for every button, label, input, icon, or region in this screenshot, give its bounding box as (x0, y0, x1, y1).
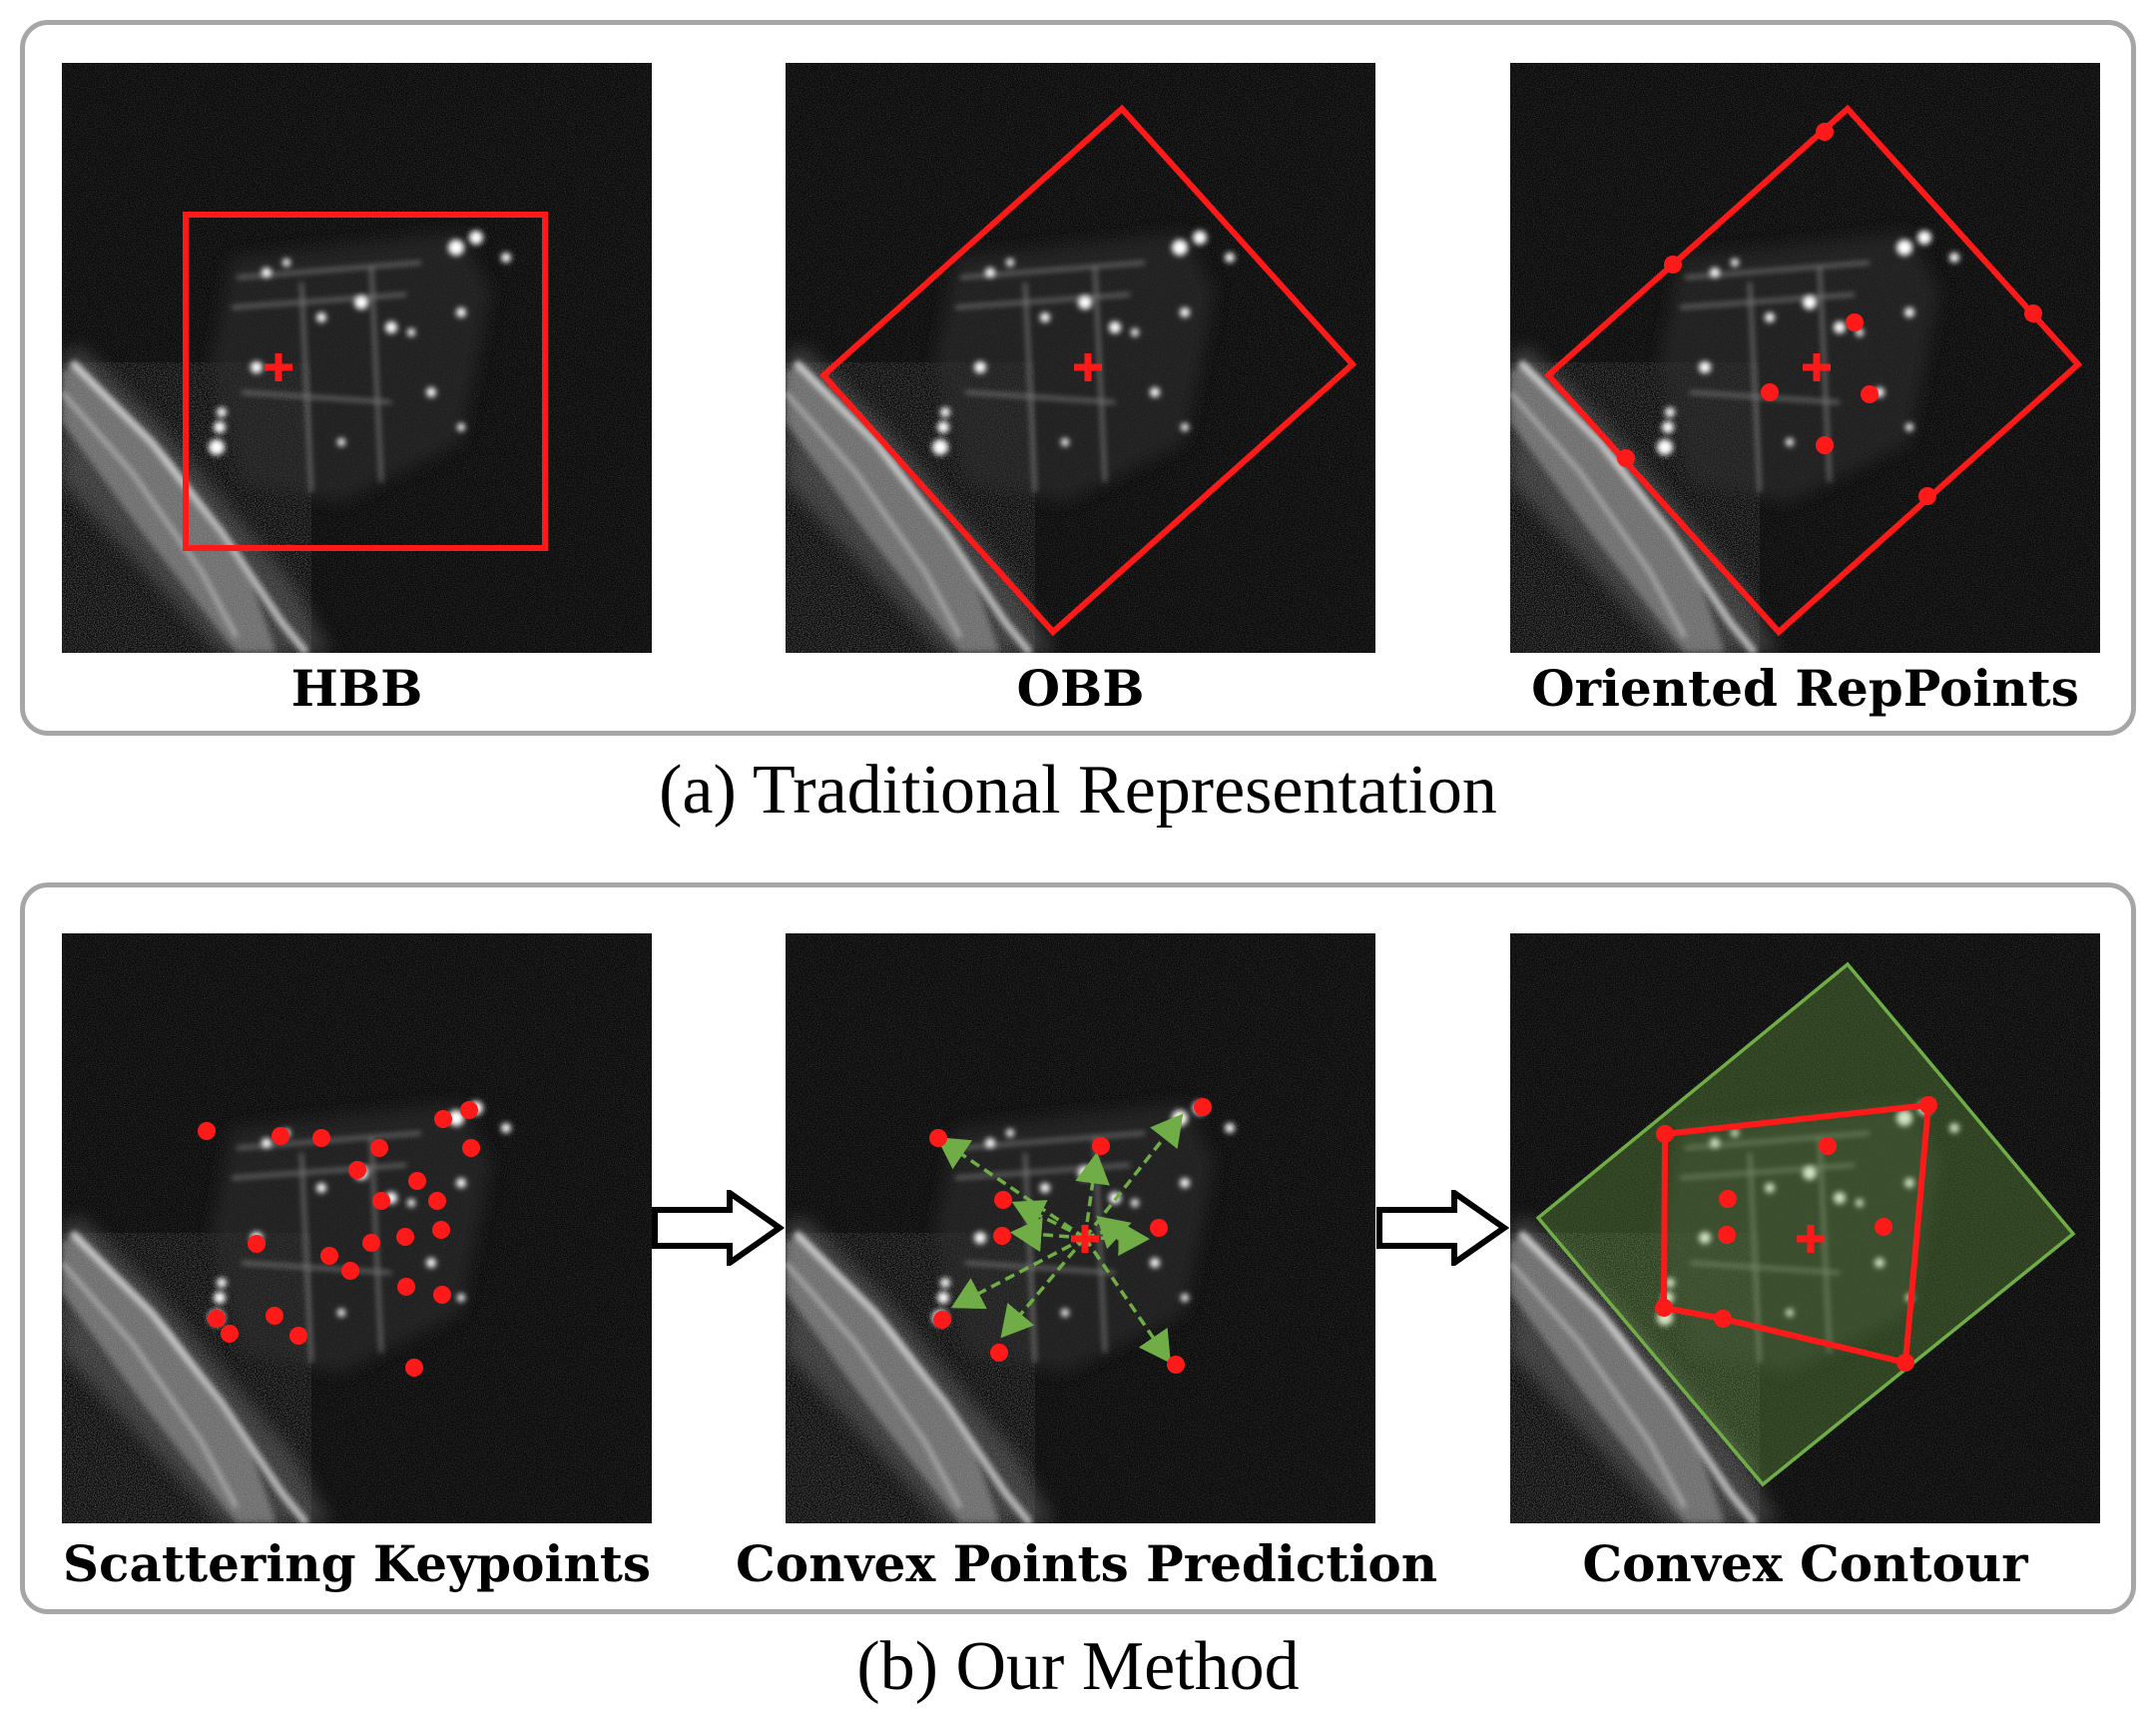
hbb-box (183, 212, 548, 551)
contour-points (1655, 1096, 1937, 1372)
sar-image-convex-contour (1510, 933, 2100, 1523)
oriented-region (1535, 961, 2076, 1487)
center-cross-marker (1797, 1225, 1825, 1253)
obb-box (818, 104, 1357, 637)
convex-points (929, 1098, 1212, 1374)
label-obb: OBB (1016, 659, 1145, 718)
label-scattering-keypoints: Scattering Keypoints (62, 1534, 652, 1593)
label-convex-contour: Convex Contour (1582, 1534, 2028, 1593)
oriented-box (1543, 104, 2083, 637)
convex-contour (1661, 1102, 1931, 1366)
caption-a: (a) Traditional Representation (659, 752, 1497, 829)
caption-b: (b) Our Method (856, 1628, 1300, 1705)
center-cross-marker (1074, 353, 1102, 381)
sar-image-hbb (62, 63, 652, 653)
sar-image-scattering-keypoints (62, 933, 652, 1523)
sar-image-oriented-reppoints (1510, 63, 2100, 653)
sar-image-convex-points-prediction (786, 933, 1375, 1523)
center-cross-marker (1071, 1225, 1099, 1253)
right-arrow-icon (1376, 1190, 1510, 1266)
center-cross-marker (1803, 353, 1831, 381)
label-oriented-reppoints: Oriented RepPoints (1531, 659, 2079, 718)
sar-image-obb (786, 63, 1375, 653)
prediction-arrows (936, 1113, 1184, 1364)
reppoints (1617, 123, 2042, 505)
label-convex-points-prediction: Convex Points Prediction (736, 1534, 1438, 1593)
scattering-keypoints (198, 1101, 480, 1377)
label-hbb: HBB (290, 659, 423, 718)
center-cross-marker (265, 353, 292, 381)
right-arrow-icon (652, 1190, 786, 1266)
